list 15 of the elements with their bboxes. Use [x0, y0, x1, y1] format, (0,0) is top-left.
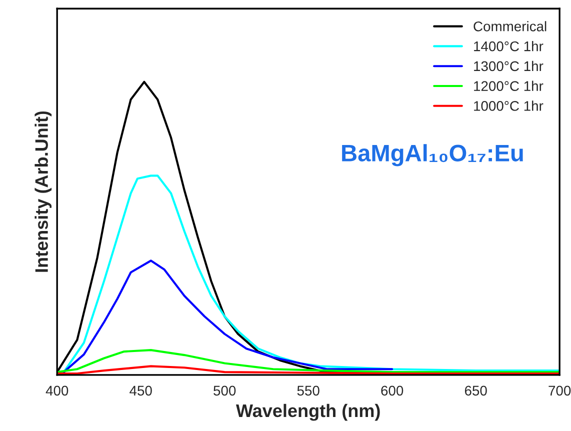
legend-label: Commerical — [474, 21, 546, 32]
legend-label: 1000°C 1hr — [474, 100, 544, 111]
legend-label: 1300°C 1hr — [474, 60, 544, 72]
x-tick-label: 700 — [548, 386, 571, 396]
x-tick-label: 650 — [464, 386, 487, 396]
legend-label: 1200°C 1hr — [474, 80, 544, 91]
legend-label: 1400°C 1hr — [474, 41, 544, 52]
x-tick-label: 500 — [214, 386, 236, 396]
x-tick-label: 550 — [297, 386, 320, 396]
y-axis-title: Intensity (Arb.Unit) — [34, 111, 52, 272]
x-tick-label: 450 — [130, 386, 152, 396]
x-axis-title: Wavelength (nm) — [236, 404, 380, 421]
annotation: BaMgAl₁₀O₁₇:Eu — [342, 144, 523, 166]
x-tick-label: 400 — [46, 386, 68, 396]
x-tick-label: 600 — [381, 386, 404, 396]
